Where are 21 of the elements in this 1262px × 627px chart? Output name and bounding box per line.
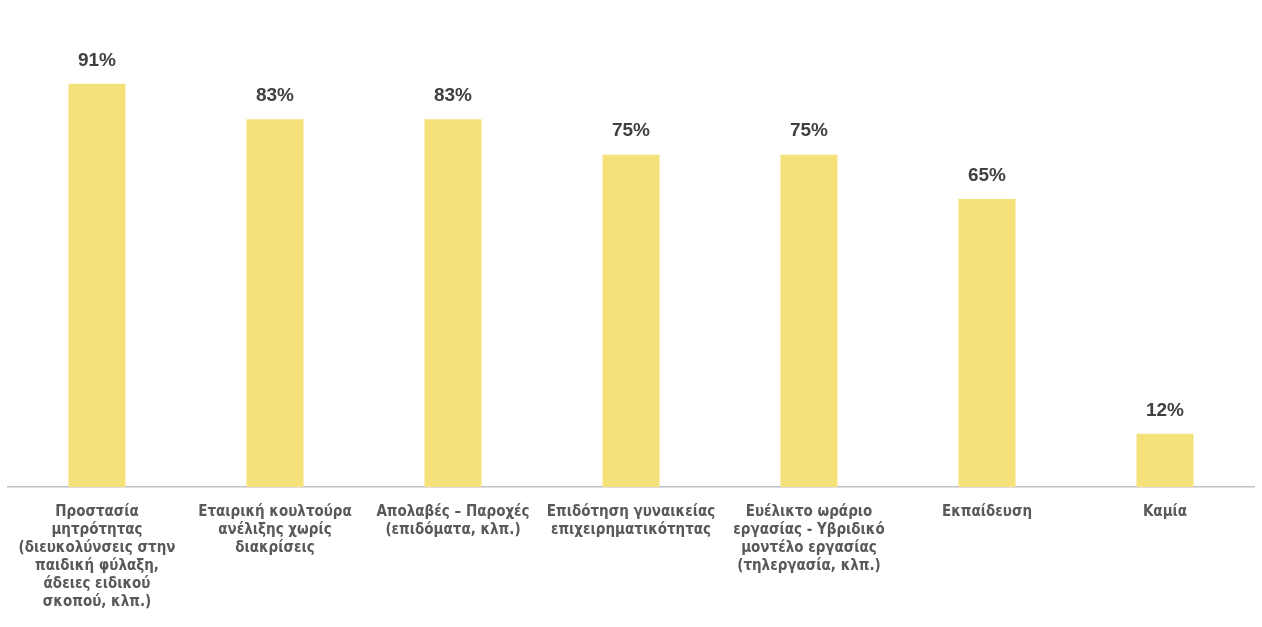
- x-tick-label: Ευέλικτο ωράριο εργασίας - Υβριδικό μοντέλο εργασίας (τηλεργασία, κλπ.): [733, 501, 885, 574]
- bar: [602, 154, 660, 487]
- x-tick-label: Επιδότηση γυναικείας επιχειρηματικότητας: [546, 501, 716, 538]
- bar: [68, 83, 126, 487]
- x-tick-label: Απολαβές – Παροχές (επιδόματα, κλπ.): [376, 501, 530, 538]
- x-tick-label: Προστασία μητρότητας (διευκολύνσεις στην παιδική φύλαξη, άδειες ειδικού σκοπού, κλπ.): [18, 501, 176, 610]
- data-label: 12%: [1145, 398, 1185, 420]
- x-tick-label: Εκπαίδευση: [941, 501, 1033, 520]
- data-label: 83%: [255, 84, 295, 106]
- bar: [1136, 433, 1194, 487]
- bar: [246, 119, 304, 487]
- bar: [424, 119, 482, 487]
- x-tick-label: Καμία: [1142, 501, 1188, 520]
- data-label: 75%: [789, 119, 829, 141]
- data-label: 65%: [967, 163, 1007, 185]
- x-tick-label: Εταιρική κουλτούρα ανέλιξης χωρίς διακρίσεις: [198, 501, 352, 556]
- bar: [958, 199, 1016, 487]
- data-label: 83%: [433, 84, 473, 106]
- data-label: 75%: [611, 119, 651, 141]
- data-label: 91%: [77, 48, 117, 70]
- bar: [780, 154, 838, 487]
